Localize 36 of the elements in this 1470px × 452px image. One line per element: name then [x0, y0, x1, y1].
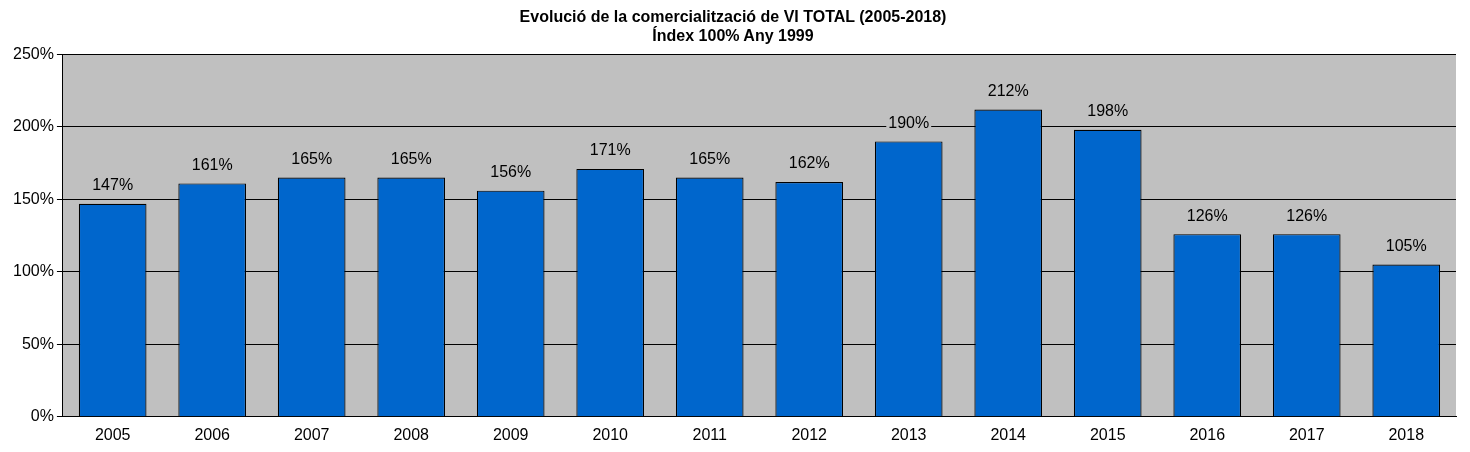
x-tick-label: 2008: [393, 425, 430, 443]
x-tick-label: 2009: [492, 425, 529, 443]
x-tick-label: 2015: [1089, 425, 1126, 443]
data-label: 156%: [490, 163, 532, 181]
data-label: 165%: [291, 150, 333, 168]
data-label: 198%: [1087, 102, 1129, 120]
x-tick-label: 2014: [990, 425, 1027, 443]
x-tick-label: 2006: [194, 425, 231, 443]
y-tick-label: 50%: [21, 334, 54, 352]
chart-title: Evolució de la comercialització de VI TOTAL (2005-2018): [519, 8, 947, 26]
data-label: 126%: [1186, 206, 1228, 224]
data-label: 190%: [888, 113, 930, 131]
x-tick-label: 2010: [592, 425, 629, 443]
x-tick-label: 2018: [1388, 425, 1425, 443]
chart-subtitle: Índex 100% Any 1999: [652, 26, 814, 45]
y-tick-label: 100%: [13, 262, 54, 280]
data-label: 105%: [1385, 237, 1427, 254]
data-label: 171%: [589, 141, 631, 159]
x-tick-label: 2011: [692, 425, 728, 443]
data-label: 162%: [788, 154, 830, 172]
data-label: 212%: [987, 81, 1029, 99]
y-tick-label: 0%: [30, 407, 54, 425]
data-label: 147%: [92, 176, 134, 194]
data-label: 165%: [390, 150, 432, 168]
x-tick-label: 2013: [890, 425, 927, 443]
x-tick-label: 2012: [791, 425, 828, 443]
data-label: 161%: [191, 155, 233, 173]
x-tick-label: 2005: [94, 425, 131, 443]
x-tick-label: 2017: [1288, 425, 1325, 443]
data-label: 165%: [689, 150, 731, 168]
x-tick-label: 2007: [293, 425, 330, 443]
y-tick-label: 250%: [13, 44, 54, 62]
x-tick-label: 2016: [1189, 425, 1226, 443]
data-label: 126%: [1286, 206, 1328, 224]
y-tick-label: 200%: [13, 117, 54, 135]
y-tick-label: 150%: [13, 189, 54, 207]
